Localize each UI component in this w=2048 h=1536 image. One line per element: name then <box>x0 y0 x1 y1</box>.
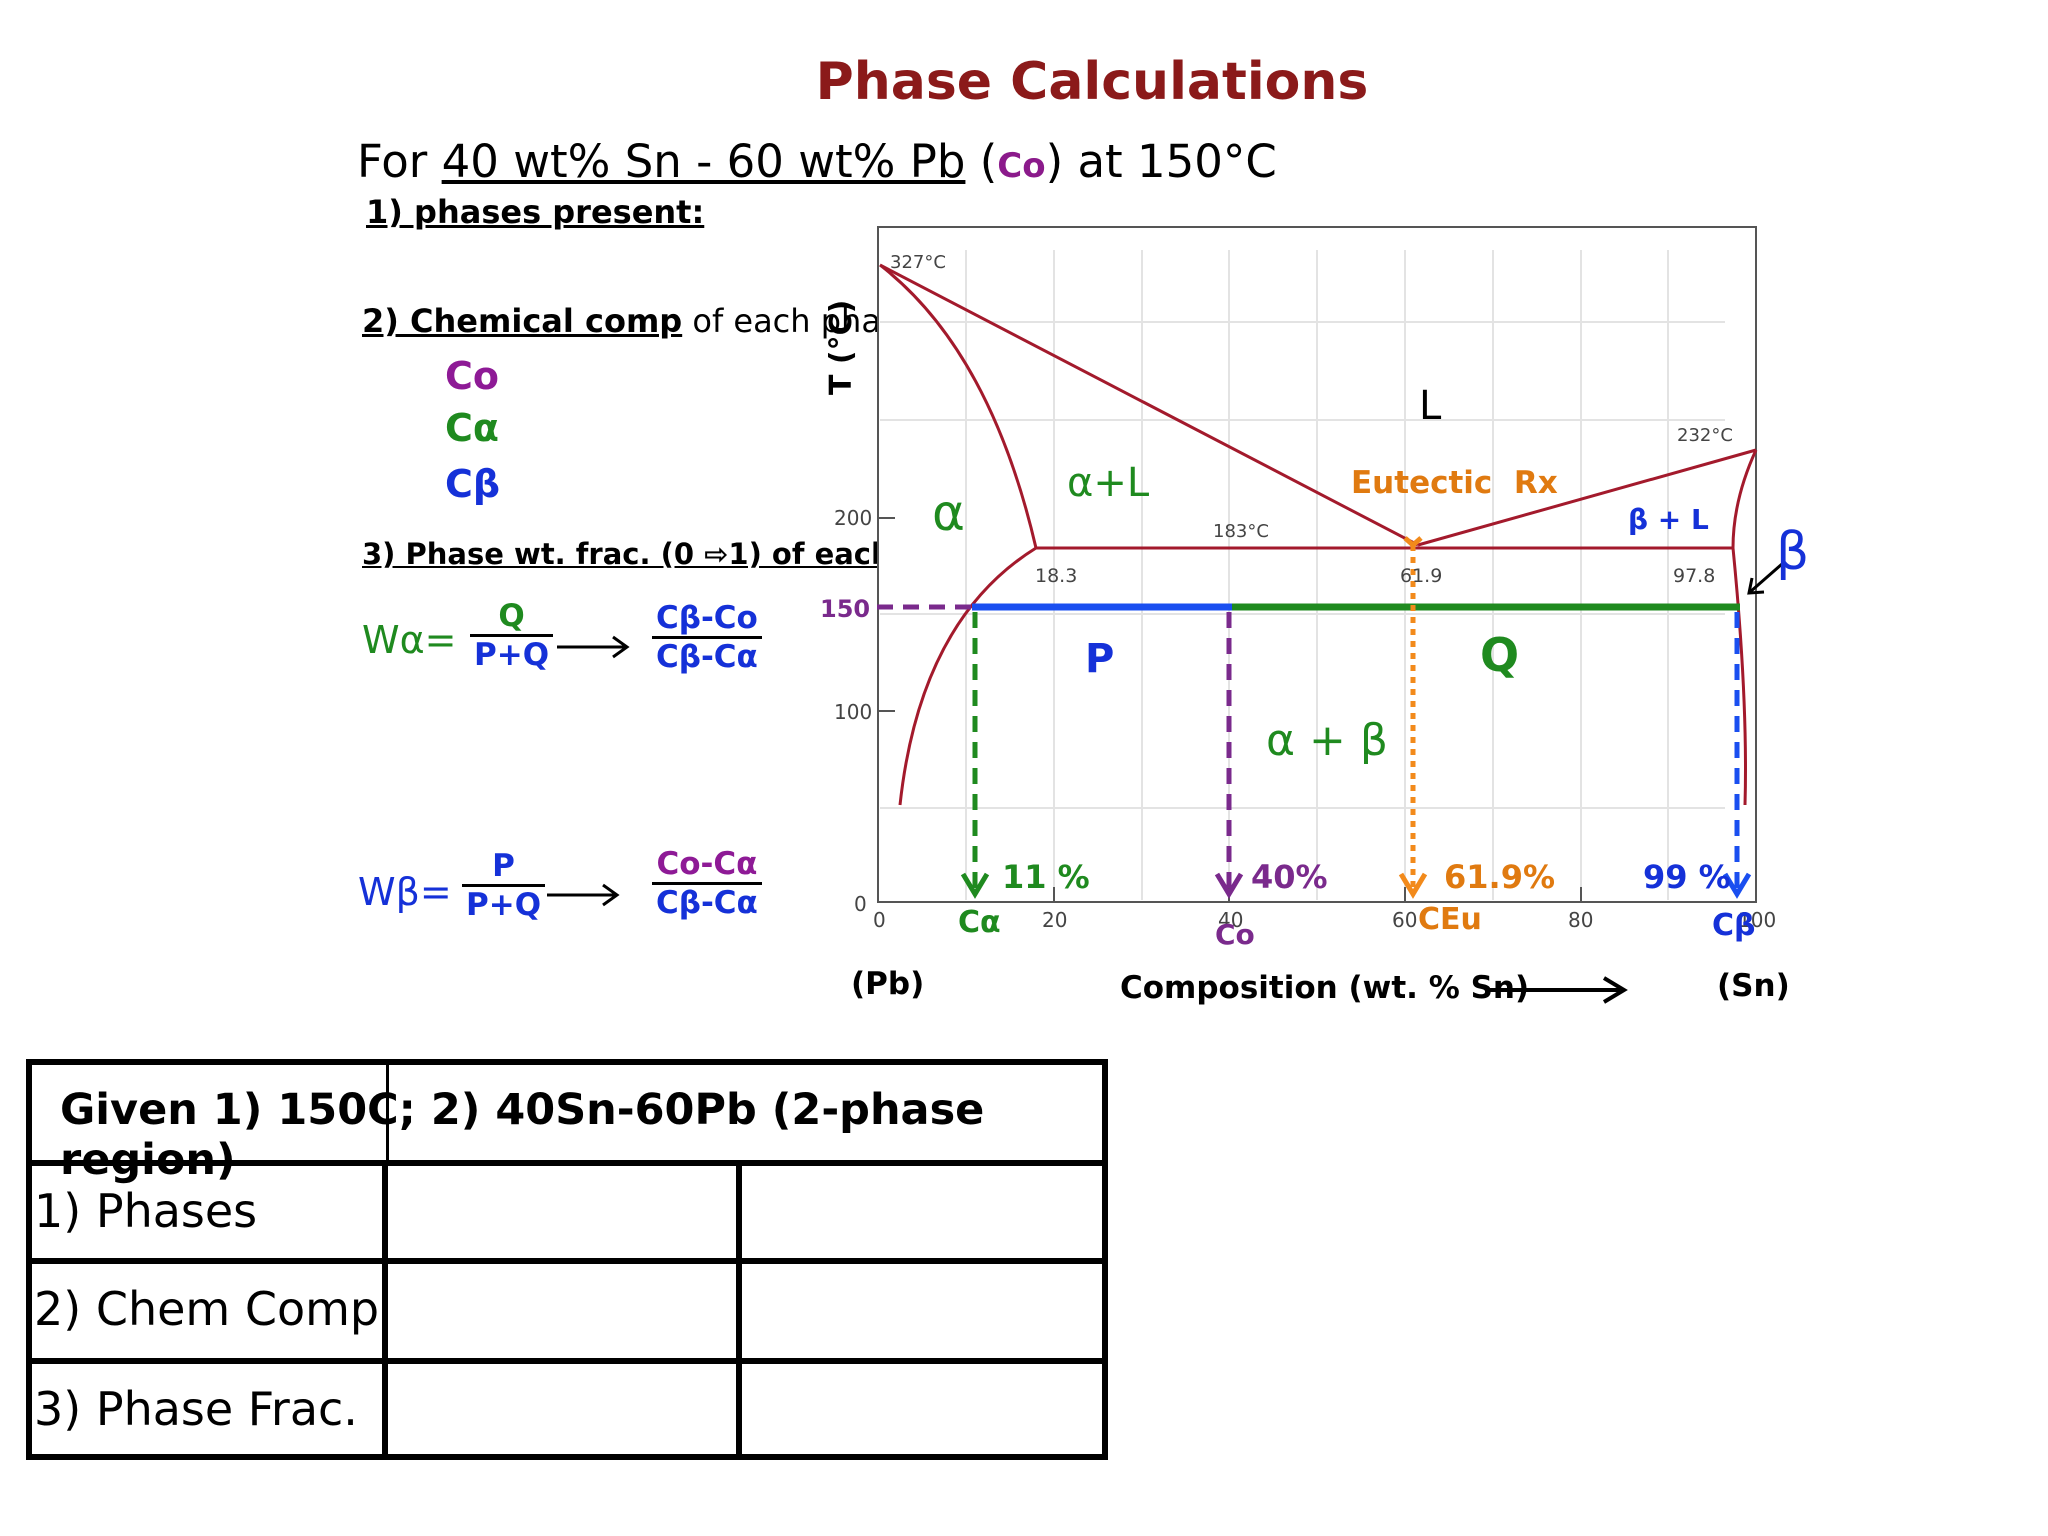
x-axis-label: Composition (wt. % Sn) <box>1120 970 1530 1006</box>
answer-cell[interactable] <box>388 1166 742 1258</box>
composition-text: 40 wt% Sn - 60 wt% Pb <box>441 135 966 188</box>
alpha-max-comp: 18.3 <box>1035 565 1078 587</box>
c-o-value: 40% <box>1251 858 1328 896</box>
w-alpha-fraction: Q P+Q <box>470 598 554 673</box>
header-divider <box>385 1065 391 1160</box>
y-tick-200: 200 <box>834 506 873 530</box>
given-header: Given 1) 150C; 2) 40Sn-60Pb (2-phase reg… <box>60 1085 985 1185</box>
w-alpha-label: Wα= <box>362 618 457 662</box>
x-tick-80: 80 <box>1568 908 1594 932</box>
row-label-phase-frac: 3) Phase Frac. <box>32 1364 388 1454</box>
given-header-row: Given 1) 150C; 2) 40Sn-60Pb (2-phase reg… <box>32 1065 1102 1185</box>
c-alpha-label: Cα <box>958 905 1001 940</box>
question-phase-frac: 3) Phase wt. frac. (0 ⇨1) of each ph.: <box>362 537 966 571</box>
co-symbol: Co <box>997 146 1046 186</box>
x-tick-100: 100 <box>1738 908 1777 932</box>
arrow-down-icon <box>1403 536 1423 549</box>
beta-pointer-icon <box>1747 562 1783 595</box>
arrow-down-icon <box>1214 872 1244 899</box>
comp-c-beta: Cβ <box>445 462 501 506</box>
problem-statement: For 40 wt% Sn - 60 wt% Pb (Co) at 150°C <box>357 135 1277 188</box>
eutectic-temp: 183°C <box>1213 521 1269 542</box>
row-label-chem-comp: 2) Chem Comp <box>32 1264 388 1358</box>
pb-melt-temp: 327°C <box>890 252 946 273</box>
arrow-icon <box>557 635 630 659</box>
phase-diagram <box>877 226 1783 1004</box>
c-eu-value: 61.9% <box>1444 858 1556 896</box>
c-alpha-value: 11 % <box>1002 858 1090 896</box>
arrow-down-icon <box>960 872 990 899</box>
region-liquid: L <box>1419 383 1442 429</box>
table-row: 1) Phases <box>32 1166 1102 1264</box>
row-label-phases: 1) Phases <box>32 1166 388 1258</box>
grid <box>880 250 1725 900</box>
segment-Q-label: Q <box>1480 628 1520 682</box>
y-axis-label: T (°C) <box>824 299 859 395</box>
y-tick-100: 100 <box>834 700 873 724</box>
eutectic-label: Eutectic Rx <box>1351 465 1558 501</box>
c-o-label: Co <box>1215 918 1255 951</box>
x-tick-60: 60 <box>1392 908 1418 932</box>
w-beta-fraction: P P+Q <box>462 848 546 923</box>
y-tick-0: 0 <box>854 892 867 916</box>
solvus-alpha <box>898 546 1037 806</box>
answer-cell[interactable] <box>742 1264 1102 1358</box>
c-beta-value: 99 % <box>1643 858 1731 896</box>
c-beta-label: Cβ <box>1712 908 1756 943</box>
comp-c-alpha: Cα <box>445 406 499 450</box>
tie-line-temp: 150 <box>820 595 871 623</box>
answer-cell[interactable] <box>742 1364 1102 1454</box>
region-beta: β <box>1776 522 1810 582</box>
x-axis-arrow-icon <box>1487 976 1628 1004</box>
w-beta-result: Co-Cα Cβ-Cα <box>652 846 762 921</box>
liquidus-right <box>1417 448 1757 547</box>
sn-melt-temp: 232°C <box>1677 425 1733 446</box>
table-row: 3) Phase Frac. <box>32 1364 1102 1454</box>
question-phases: 1) phases present: <box>366 193 705 231</box>
region-alpha-beta: α + β <box>1266 715 1388 766</box>
region-beta-liquid: β + L <box>1628 503 1709 536</box>
sn-end-label: (Sn) <box>1717 968 1790 1004</box>
x-tick-0: 0 <box>873 908 886 932</box>
solidus-alpha <box>879 263 1038 549</box>
given-table: Given 1) 150C; 2) 40Sn-60Pb (2-phase reg… <box>26 1059 1108 1460</box>
solvus-beta <box>1731 547 1747 806</box>
solidus-beta <box>1731 449 1758 549</box>
phase-boundaries <box>879 263 1758 806</box>
arrow-down-icon <box>1722 872 1752 899</box>
c-eu-label: CEu <box>1418 902 1482 937</box>
x-tick-20: 20 <box>1042 908 1068 932</box>
arrow-icon <box>547 883 620 907</box>
w-beta-label: Wβ= <box>358 870 452 914</box>
beta-min-comp: 97.8 <box>1673 565 1716 587</box>
page-title: Phase Calculations <box>815 52 1369 112</box>
answer-cell[interactable] <box>388 1364 742 1454</box>
liquidus-left <box>879 263 1419 547</box>
arrow-down-icon <box>1398 872 1428 899</box>
w-alpha-result: Cβ-Co Cβ-Cα <box>652 600 762 675</box>
segment-P-label: P <box>1085 636 1115 682</box>
eutectic-comp: 61.9 <box>1400 565 1443 587</box>
region-alpha: α <box>932 484 965 542</box>
answer-cell[interactable] <box>388 1264 742 1358</box>
region-alpha-liquid: α+L <box>1067 460 1150 506</box>
x-tick-40: 40 <box>1218 908 1244 932</box>
comp-co: Co <box>445 354 499 398</box>
answer-cell[interactable] <box>742 1166 1102 1258</box>
pb-end-label: (Pb) <box>851 966 925 1002</box>
table-row: 2) Chem Comp <box>32 1264 1102 1364</box>
